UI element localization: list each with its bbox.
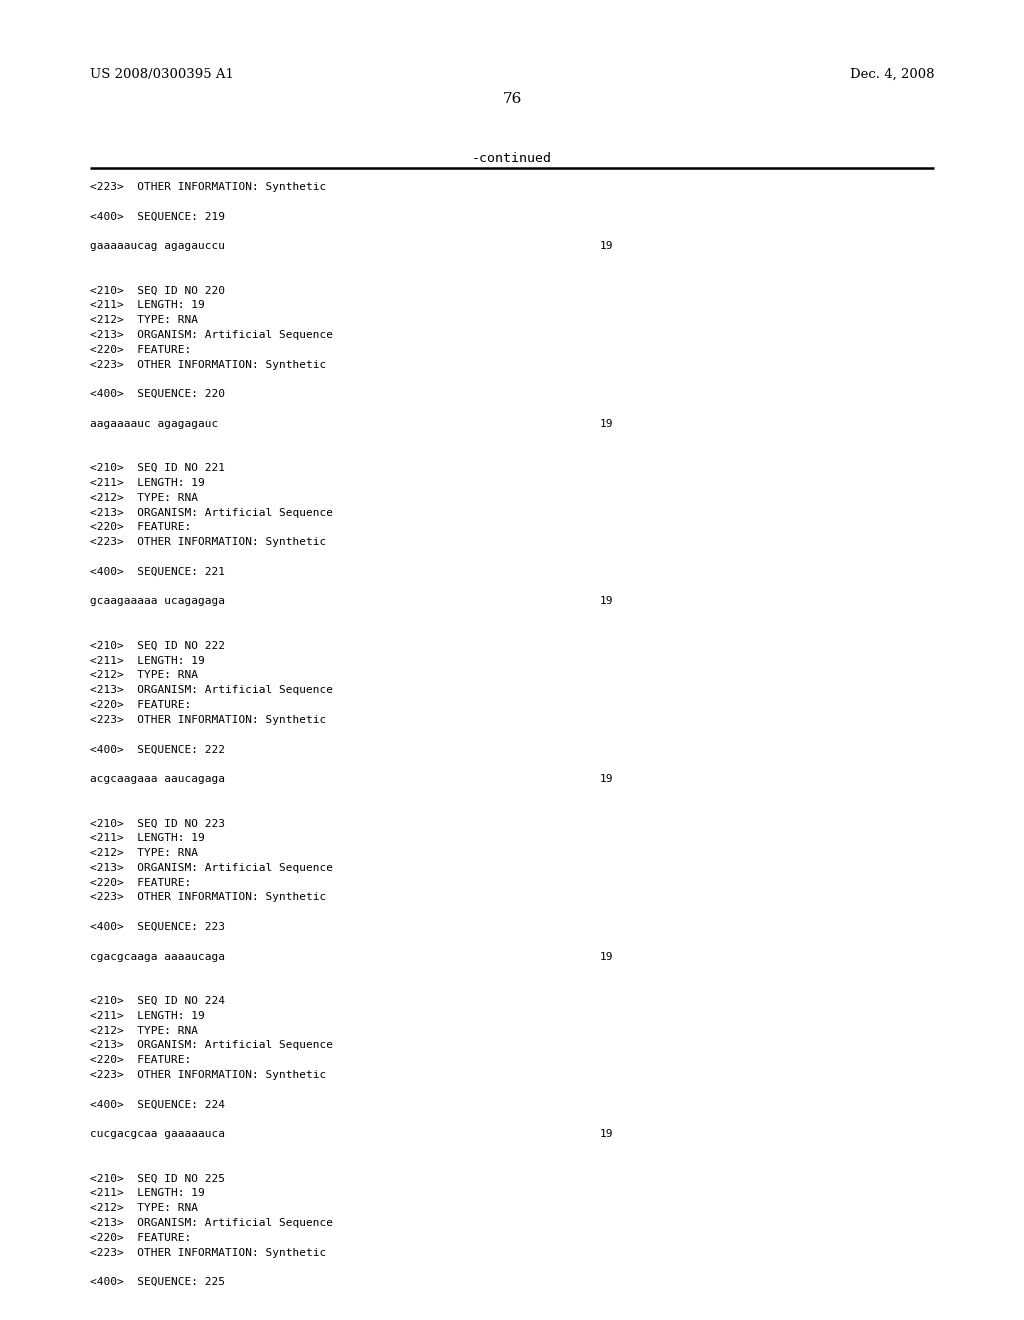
- Text: <213>  ORGANISM: Artificial Sequence: <213> ORGANISM: Artificial Sequence: [90, 685, 333, 696]
- Text: <212>  TYPE: RNA: <212> TYPE: RNA: [90, 671, 198, 680]
- Text: <211>  LENGTH: 19: <211> LENGTH: 19: [90, 656, 205, 665]
- Text: <400>  SEQUENCE: 220: <400> SEQUENCE: 220: [90, 389, 225, 399]
- Text: cgacgcaaga aaaaucaga: cgacgcaaga aaaaucaga: [90, 952, 225, 961]
- Text: <223>  OTHER INFORMATION: Synthetic: <223> OTHER INFORMATION: Synthetic: [90, 1071, 327, 1080]
- Text: <220>  FEATURE:: <220> FEATURE:: [90, 1055, 191, 1065]
- Text: <213>  ORGANISM: Artificial Sequence: <213> ORGANISM: Artificial Sequence: [90, 1040, 333, 1051]
- Text: <223>  OTHER INFORMATION: Synthetic: <223> OTHER INFORMATION: Synthetic: [90, 359, 327, 370]
- Text: <210>  SEQ ID NO 220: <210> SEQ ID NO 220: [90, 285, 225, 296]
- Text: <400>  SEQUENCE: 223: <400> SEQUENCE: 223: [90, 921, 225, 932]
- Text: <210>  SEQ ID NO 221: <210> SEQ ID NO 221: [90, 463, 225, 473]
- Text: cucgacgcaa gaaaaauca: cucgacgcaa gaaaaauca: [90, 1129, 225, 1139]
- Text: <211>  LENGTH: 19: <211> LENGTH: 19: [90, 833, 205, 843]
- Text: 19: 19: [600, 952, 613, 961]
- Text: Dec. 4, 2008: Dec. 4, 2008: [850, 69, 934, 81]
- Text: <220>  FEATURE:: <220> FEATURE:: [90, 523, 191, 532]
- Text: <211>  LENGTH: 19: <211> LENGTH: 19: [90, 478, 205, 488]
- Text: 19: 19: [600, 242, 613, 251]
- Text: <223>  OTHER INFORMATION: Synthetic: <223> OTHER INFORMATION: Synthetic: [90, 182, 327, 191]
- Text: gaaaaaucag agagauccu: gaaaaaucag agagauccu: [90, 242, 225, 251]
- Text: <223>  OTHER INFORMATION: Synthetic: <223> OTHER INFORMATION: Synthetic: [90, 537, 327, 548]
- Text: 19: 19: [600, 597, 613, 606]
- Text: gcaagaaaaa ucagagaga: gcaagaaaaa ucagagaga: [90, 597, 225, 606]
- Text: 76: 76: [503, 92, 521, 106]
- Text: <212>  TYPE: RNA: <212> TYPE: RNA: [90, 315, 198, 325]
- Text: <211>  LENGTH: 19: <211> LENGTH: 19: [90, 301, 205, 310]
- Text: <223>  OTHER INFORMATION: Synthetic: <223> OTHER INFORMATION: Synthetic: [90, 715, 327, 725]
- Text: <212>  TYPE: RNA: <212> TYPE: RNA: [90, 492, 198, 503]
- Text: <400>  SEQUENCE: 221: <400> SEQUENCE: 221: [90, 566, 225, 577]
- Text: <213>  ORGANISM: Artificial Sequence: <213> ORGANISM: Artificial Sequence: [90, 1218, 333, 1228]
- Text: <400>  SEQUENCE: 224: <400> SEQUENCE: 224: [90, 1100, 225, 1110]
- Text: 19: 19: [600, 1129, 613, 1139]
- Text: <211>  LENGTH: 19: <211> LENGTH: 19: [90, 1011, 205, 1020]
- Text: US 2008/0300395 A1: US 2008/0300395 A1: [90, 69, 233, 81]
- Text: <211>  LENGTH: 19: <211> LENGTH: 19: [90, 1188, 205, 1199]
- Text: <212>  TYPE: RNA: <212> TYPE: RNA: [90, 1026, 198, 1036]
- Text: <220>  FEATURE:: <220> FEATURE:: [90, 1233, 191, 1243]
- Text: <210>  SEQ ID NO 222: <210> SEQ ID NO 222: [90, 640, 225, 651]
- Text: <210>  SEQ ID NO 225: <210> SEQ ID NO 225: [90, 1173, 225, 1184]
- Text: aagaaaauc agagagauc: aagaaaauc agagagauc: [90, 418, 218, 429]
- Text: <400>  SEQUENCE: 222: <400> SEQUENCE: 222: [90, 744, 225, 755]
- Text: <220>  FEATURE:: <220> FEATURE:: [90, 345, 191, 355]
- Text: <223>  OTHER INFORMATION: Synthetic: <223> OTHER INFORMATION: Synthetic: [90, 1247, 327, 1258]
- Text: <212>  TYPE: RNA: <212> TYPE: RNA: [90, 1204, 198, 1213]
- Text: <210>  SEQ ID NO 224: <210> SEQ ID NO 224: [90, 997, 225, 1006]
- Text: <213>  ORGANISM: Artificial Sequence: <213> ORGANISM: Artificial Sequence: [90, 330, 333, 341]
- Text: acgcaagaaa aaucagaga: acgcaagaaa aaucagaga: [90, 774, 225, 784]
- Text: -continued: -continued: [472, 152, 552, 165]
- Text: <400>  SEQUENCE: 219: <400> SEQUENCE: 219: [90, 211, 225, 222]
- Text: <212>  TYPE: RNA: <212> TYPE: RNA: [90, 847, 198, 858]
- Text: <223>  OTHER INFORMATION: Synthetic: <223> OTHER INFORMATION: Synthetic: [90, 892, 327, 903]
- Text: <400>  SEQUENCE: 225: <400> SEQUENCE: 225: [90, 1278, 225, 1287]
- Text: <210>  SEQ ID NO 223: <210> SEQ ID NO 223: [90, 818, 225, 829]
- Text: 19: 19: [600, 774, 613, 784]
- Text: <220>  FEATURE:: <220> FEATURE:: [90, 878, 191, 887]
- Text: 19: 19: [600, 418, 613, 429]
- Text: <213>  ORGANISM: Artificial Sequence: <213> ORGANISM: Artificial Sequence: [90, 863, 333, 873]
- Text: <213>  ORGANISM: Artificial Sequence: <213> ORGANISM: Artificial Sequence: [90, 508, 333, 517]
- Text: <220>  FEATURE:: <220> FEATURE:: [90, 700, 191, 710]
